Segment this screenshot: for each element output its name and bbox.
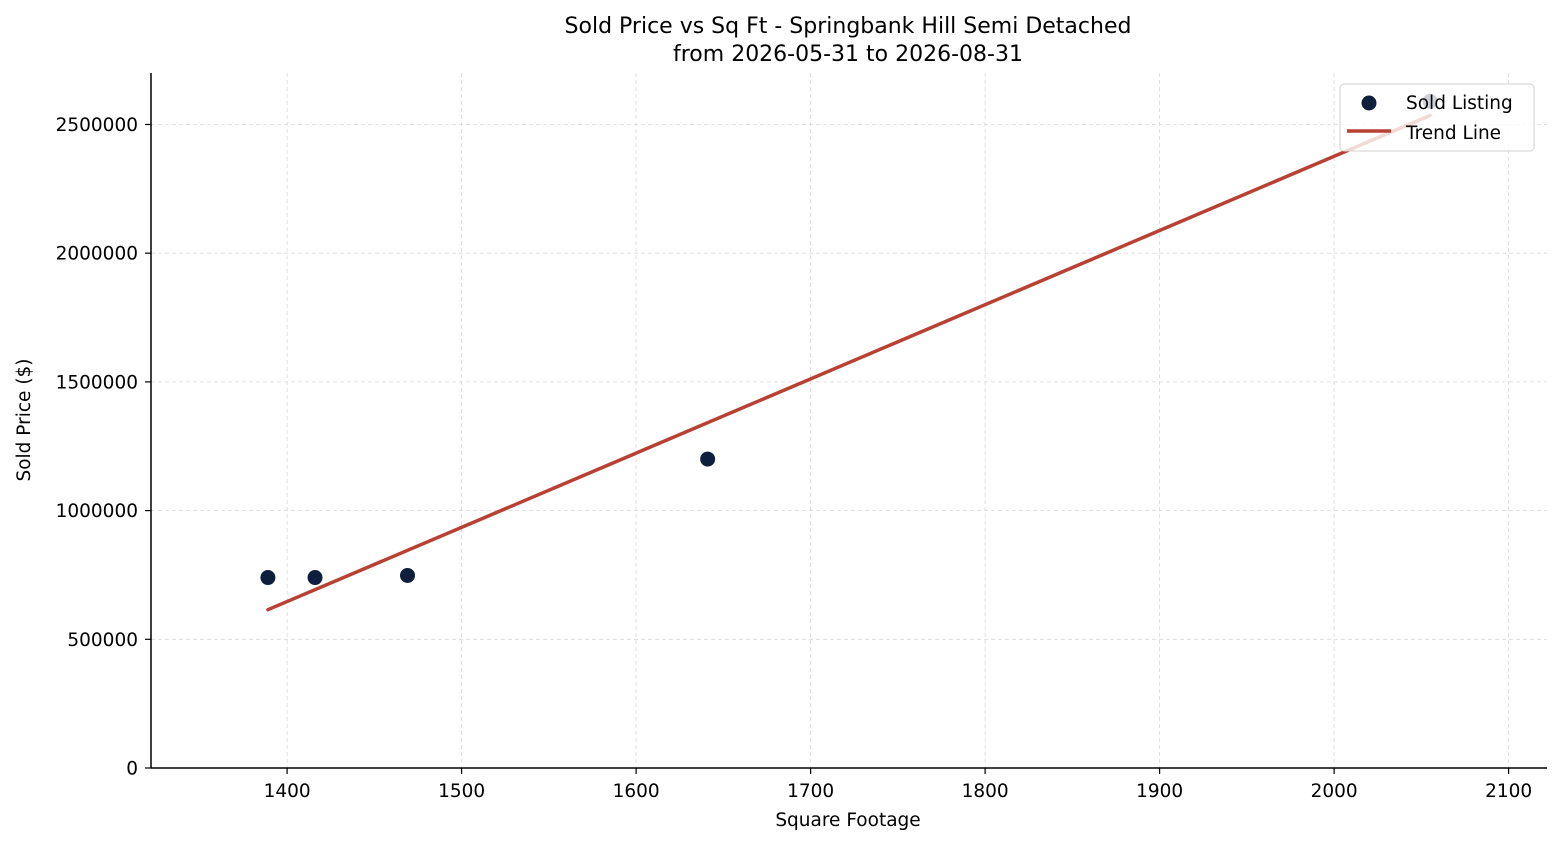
y-tick-label: 0 — [126, 759, 138, 780]
plot-area — [260, 93, 1438, 612]
x-ticks: 1400 1500 1600 1700 1800 1900 2000 2100 — [264, 768, 1532, 802]
y-tick-label: 2000000 — [56, 244, 138, 265]
x-tick-label: 1500 — [438, 781, 485, 802]
y-tick-label: 2500000 — [56, 115, 138, 136]
data-point — [260, 570, 276, 586]
y-tick-label: 1000000 — [56, 501, 138, 522]
y-tick-label: 500000 — [67, 630, 138, 651]
x-axis-label: Square Footage — [775, 810, 920, 831]
y-ticks: 0 500000 1000000 1500000 2000000 2500000 — [56, 115, 151, 780]
grid — [151, 73, 1547, 769]
trend-line — [266, 113, 1432, 612]
data-point — [307, 570, 323, 586]
y-tick-label: 1500000 — [56, 372, 138, 393]
x-tick-label: 2000 — [1311, 781, 1358, 802]
legend-marker-sold-listing — [1361, 95, 1377, 111]
data-point — [400, 567, 416, 583]
x-tick-label: 1900 — [1136, 781, 1183, 802]
x-tick-label: 1600 — [613, 781, 660, 802]
legend-label-trend-line: Trend Line — [1405, 123, 1501, 144]
x-tick-label: 1800 — [962, 781, 1009, 802]
x-tick-label: 1400 — [264, 781, 311, 802]
chart-subtitle: from 2026-05-31 to 2026-08-31 — [673, 42, 1023, 67]
chart-title: Sold Price vs Sq Ft - Springbank Hill Se… — [565, 14, 1132, 39]
x-tick-label: 1700 — [787, 781, 834, 802]
legend-label-sold-listing: Sold Listing — [1406, 93, 1513, 114]
legend-box — [1339, 83, 1535, 152]
data-point — [700, 451, 716, 467]
x-tick-label: 2100 — [1485, 781, 1532, 802]
y-axis-label: Sold Price ($) — [14, 358, 35, 481]
legend: Sold Listing Trend Line — [1339, 83, 1535, 152]
